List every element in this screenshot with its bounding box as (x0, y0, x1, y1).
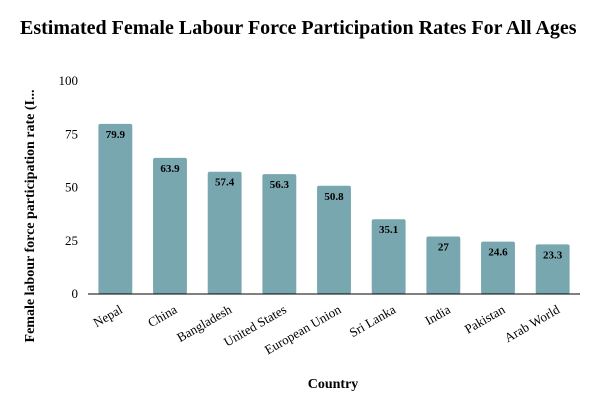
x-tick-label: China (145, 301, 180, 330)
bar (262, 174, 297, 294)
y-tick-label: 0 (72, 286, 79, 301)
bar (371, 219, 406, 294)
y-axis-title: Female labour force participation rate (… (23, 90, 38, 343)
x-tick-label: Sri Lanka (347, 301, 399, 340)
bar-value-label: 50.8 (324, 191, 344, 203)
bar (481, 241, 515, 294)
bar (207, 171, 242, 294)
bar-value-label: 27 (438, 241, 450, 253)
bar (317, 185, 351, 294)
bar-value-label: 57.4 (215, 177, 235, 189)
x-tick-label: Arab World (502, 301, 563, 345)
bar-value-label: 35.1 (379, 224, 398, 236)
bar (535, 244, 570, 294)
bar-value-label: 56.3 (270, 179, 290, 191)
bar-value-label: 63.9 (160, 163, 180, 175)
x-tick-label: Nepal (90, 301, 125, 330)
bar-data-labels: 79.9 63.9 57.4 56.3 50.8 35.1 27 24.6 23.3 (106, 129, 563, 262)
bar (98, 123, 133, 294)
x-axis-title: Country (308, 377, 359, 392)
chart-title: Estimated Female Labour Force Participat… (20, 17, 577, 39)
bar-value-label: 79.9 (106, 129, 126, 141)
bars (98, 123, 570, 294)
y-tick-label: 50 (65, 180, 78, 195)
x-tick-label: Pakistan (462, 301, 508, 336)
x-tick-label: India (422, 301, 453, 327)
y-tick-label: 25 (65, 233, 78, 248)
bar (153, 157, 187, 294)
y-tick-label: 75 (65, 126, 78, 141)
bar-value-label: 23.3 (543, 249, 563, 261)
y-tick-label: 100 (59, 73, 79, 88)
bar-value-label: 24.6 (488, 247, 508, 259)
bar (426, 236, 461, 294)
y-axis-ticks: 0 25 50 75 100 (59, 73, 79, 301)
